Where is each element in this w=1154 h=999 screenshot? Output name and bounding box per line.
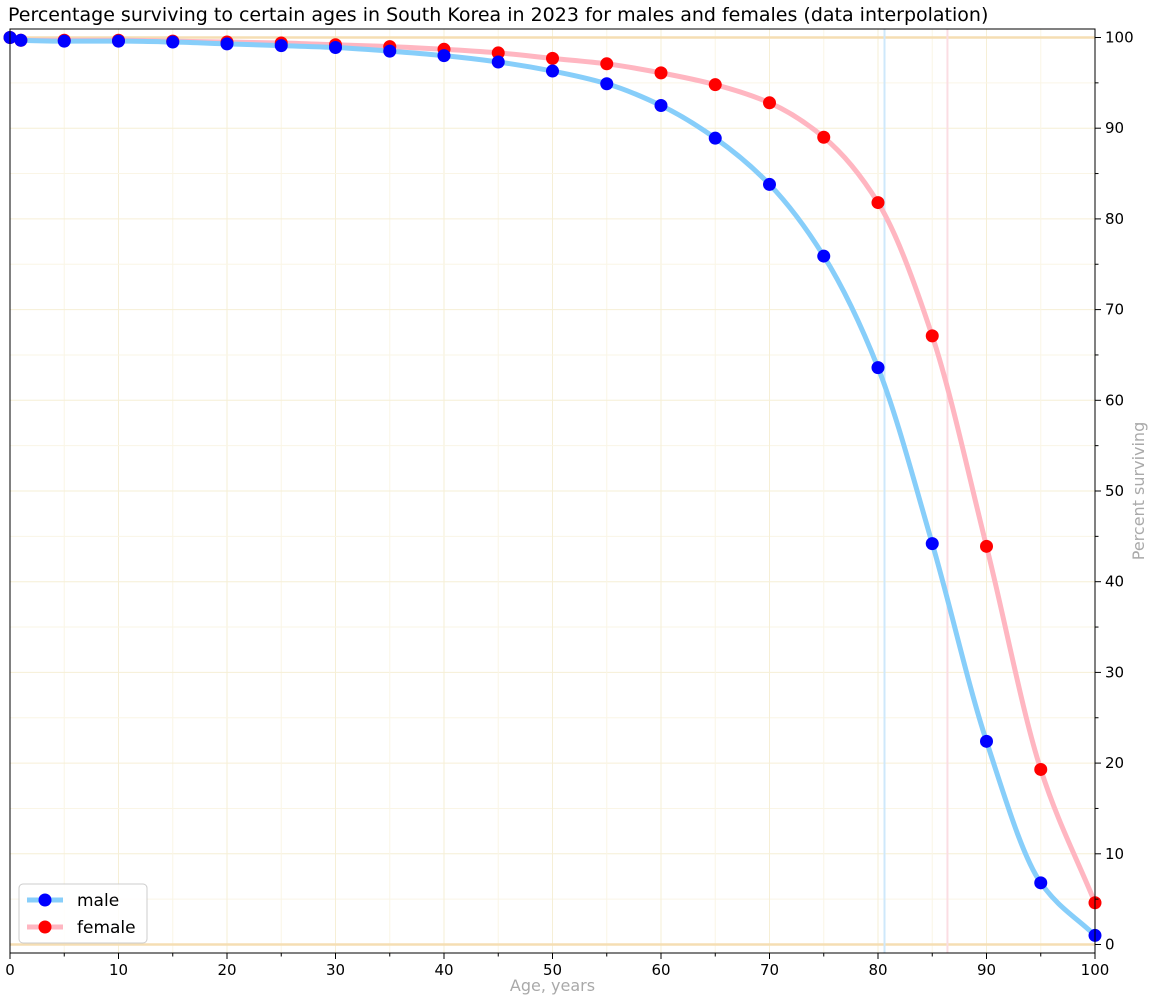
chart-title: Percentage surviving to certain ages in … bbox=[8, 4, 988, 26]
x-tick-label: 90 bbox=[977, 961, 996, 979]
legend-marker-male bbox=[38, 893, 52, 907]
y-tick-label: 20 bbox=[1105, 754, 1124, 772]
series-layer bbox=[3, 31, 1102, 942]
x-tick-label: 20 bbox=[217, 961, 236, 979]
y-tick-label: 70 bbox=[1105, 301, 1124, 319]
data-point-male bbox=[491, 55, 505, 69]
y-tick-label: 50 bbox=[1105, 482, 1124, 500]
data-point-female bbox=[817, 130, 831, 144]
data-point-male bbox=[871, 361, 885, 375]
data-point-female bbox=[654, 66, 668, 80]
x-tick-label: 10 bbox=[109, 961, 128, 979]
y-tick-label: 80 bbox=[1105, 210, 1124, 228]
data-point-female bbox=[763, 96, 776, 110]
data-point-male bbox=[980, 734, 993, 748]
data-point-male bbox=[220, 37, 234, 51]
x-tick-label: 40 bbox=[434, 961, 453, 979]
axes: 0 10 20 30 40 50 60 70 80 90 100 0 10 20 30 40 50 60 70 80 9… bbox=[5, 29, 1133, 980]
y-tick-label: 60 bbox=[1105, 391, 1124, 409]
x-axis-label: Age, years bbox=[510, 976, 595, 995]
reference-lines bbox=[10, 29, 1095, 953]
data-point-female bbox=[871, 196, 885, 210]
data-point-female bbox=[925, 329, 939, 343]
y-axis-label: Percent surviving bbox=[1129, 422, 1148, 560]
x-tick-label: 0 bbox=[5, 961, 15, 979]
data-point-male bbox=[274, 39, 288, 53]
data-point-male bbox=[57, 34, 71, 48]
data-point-male bbox=[817, 249, 831, 263]
data-point-male bbox=[437, 49, 451, 63]
x-tick-label: 80 bbox=[868, 961, 887, 979]
data-point-male bbox=[925, 537, 939, 551]
legend-marker-female bbox=[38, 920, 52, 934]
data-point-male bbox=[329, 40, 342, 54]
data-point-male bbox=[708, 131, 722, 145]
y-tick-label: 10 bbox=[1105, 845, 1124, 863]
data-point-female bbox=[600, 57, 614, 71]
data-point-male bbox=[383, 44, 397, 58]
y-tick-label: 100 bbox=[1105, 29, 1134, 47]
x-tick-label: 70 bbox=[760, 961, 779, 979]
data-point-female bbox=[708, 78, 722, 92]
grid bbox=[9, 29, 1096, 953]
x-tick-label: 50 bbox=[543, 961, 562, 979]
data-point-female bbox=[980, 539, 993, 553]
data-point-male bbox=[600, 77, 614, 91]
data-point-male bbox=[763, 177, 776, 191]
data-point-male bbox=[112, 34, 125, 48]
y-tick-label: 90 bbox=[1105, 119, 1124, 137]
data-point-male bbox=[1034, 876, 1048, 890]
legend-label-male: male bbox=[77, 891, 119, 911]
y-tick-label: 30 bbox=[1105, 663, 1124, 681]
data-point-male bbox=[654, 99, 668, 113]
y-tick-label: 0 bbox=[1105, 936, 1115, 954]
data-point-female bbox=[1034, 762, 1048, 776]
data-point-male bbox=[14, 33, 28, 47]
legend-label-female: female bbox=[77, 918, 136, 938]
x-tick-label: 30 bbox=[326, 961, 345, 979]
legend: male female bbox=[18, 883, 148, 944]
data-point-male bbox=[166, 35, 180, 49]
x-tick-label: 100 bbox=[1081, 961, 1110, 979]
data-point-female bbox=[491, 46, 505, 60]
data-point-female bbox=[546, 51, 559, 65]
data-point-male bbox=[546, 64, 559, 78]
x-tick-label: 60 bbox=[651, 961, 670, 979]
y-tick-label: 40 bbox=[1105, 573, 1124, 591]
